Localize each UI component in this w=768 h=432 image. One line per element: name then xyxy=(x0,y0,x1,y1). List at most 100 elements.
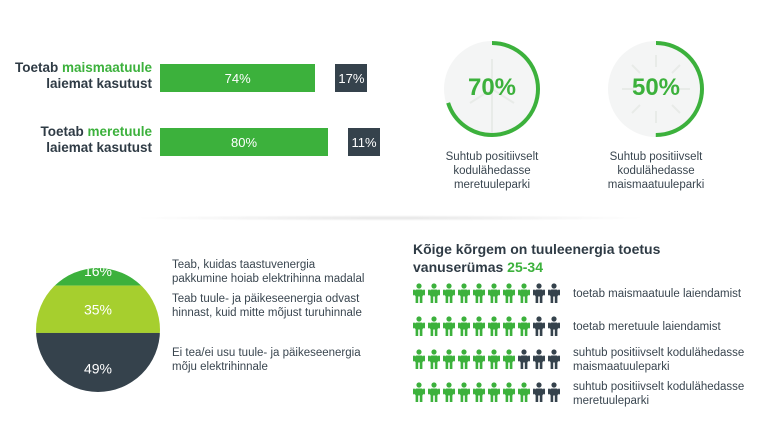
people-row-3 xyxy=(413,349,560,369)
person-icon xyxy=(533,283,545,303)
pie-slice-label-3: 49% xyxy=(84,360,112,376)
people-label-3: suhtub positiivselt kodulähedasse maisma… xyxy=(573,346,744,374)
person-icon xyxy=(488,316,500,336)
people-label-2-line1: toetab meretuule laiendamist xyxy=(573,321,721,333)
bar-label-offshore-line2: laiemat kasutust xyxy=(46,140,152,155)
knowledge-pie: 16% 35% 49% xyxy=(36,263,160,392)
person-icon xyxy=(548,316,560,336)
pie-caption-1-line2: pakkumine hoiab elektrihinna madalal xyxy=(172,273,365,285)
bar-against-offshore-value: 11% xyxy=(351,134,377,150)
bar-support-offshore-value: 80% xyxy=(230,134,258,150)
person-icon xyxy=(458,382,470,402)
ring-caption-onshore-line1: Suhtub positiivselt xyxy=(609,151,703,163)
bar-label-offshore-highlight: meretuule xyxy=(87,124,152,139)
person-icon xyxy=(518,316,530,336)
age-section-title-highlight: 25-34 xyxy=(507,259,543,275)
person-icon xyxy=(533,349,545,369)
ring-caption-onshore-line2: kodulähedasse xyxy=(617,165,695,177)
bar-against-onshore: 17% xyxy=(335,64,368,92)
people-label-1: toetab maismaatuule laiendamist xyxy=(573,287,741,301)
turbine-icon xyxy=(469,59,515,137)
people-label-2: toetab meretuule laiendamist xyxy=(573,320,721,334)
person-icon xyxy=(473,349,485,369)
pie-caption-2: Teab tuule- ja päikeseenergia odvast hin… xyxy=(172,292,372,320)
bar-support-onshore: 74% xyxy=(160,64,316,92)
person-icon xyxy=(428,283,440,303)
people-row-2 xyxy=(413,316,560,336)
person-icon xyxy=(443,283,455,303)
person-icon xyxy=(458,349,470,369)
person-icon xyxy=(473,283,485,303)
age-section-title: Kõige kõrgem on tuuleenergia toetus vanu… xyxy=(413,240,660,276)
person-icon xyxy=(413,283,425,303)
person-icon xyxy=(533,316,545,336)
person-icon xyxy=(488,283,500,303)
person-icon xyxy=(548,382,560,402)
ring-value-onshore: 50% xyxy=(631,74,681,101)
person-icon xyxy=(548,349,560,369)
person-icon xyxy=(503,349,515,369)
person-icon xyxy=(503,283,515,303)
bar-against-onshore-value: 17% xyxy=(338,70,365,86)
pie-caption-1-line1: Teab, kuidas taastuvenergia xyxy=(172,259,316,271)
bar-support-onshore-value: 74% xyxy=(224,70,251,86)
ring-caption-onshore: Suhtub positiivselt kodulähedasse maisma… xyxy=(574,150,738,192)
bar-label-onshore-pre: Toetab xyxy=(14,60,62,75)
ring-gauge-onshore xyxy=(608,41,704,137)
pie-caption-3: Ei tea/ei usu tuule- ja päikeseenergia m… xyxy=(172,346,372,374)
person-icon xyxy=(443,382,455,402)
ring-caption-offshore: Suhtub positiivselt kodulähedasse meretu… xyxy=(410,150,574,192)
sun-icon xyxy=(622,55,690,123)
person-icon xyxy=(503,382,515,402)
person-icon xyxy=(518,349,530,369)
age-section-title-line1: Kõige kõrgem on tuuleenergia toetus xyxy=(413,241,661,257)
people-label-4-line1: suhtub positiivselt kodulähedasse xyxy=(573,381,745,393)
people-label-1-line1: toetab maismaatuule laiendamist xyxy=(573,288,742,300)
pie-slice-2 xyxy=(36,285,160,333)
people-label-4-line2: meretuuleparki xyxy=(573,395,650,407)
people-row-1 xyxy=(413,283,560,303)
person-icon xyxy=(488,349,500,369)
section-divider xyxy=(130,215,650,221)
person-icon xyxy=(533,382,545,402)
age-section-title-line2: vanuserümas 25-34 xyxy=(413,258,660,276)
pie-caption-2-line2: hinnast, kuid mitte mõjust turuhinnale xyxy=(172,307,362,319)
person-icon xyxy=(503,316,515,336)
person-icon xyxy=(518,382,530,402)
person-icon xyxy=(548,283,560,303)
people-label-3-line1: suhtub positiivselt kodulähedasse xyxy=(573,347,745,359)
person-icon xyxy=(488,382,500,402)
pie-caption-3-line1: Ei tea/ei usu tuule- ja päikeseenergia xyxy=(172,347,361,359)
pie-caption-2-line1: Teab tuule- ja päikeseenergia odvast xyxy=(172,293,360,305)
ring-gauge-offshore xyxy=(444,41,540,137)
ring-caption-onshore-line3: maismaatuuleparki xyxy=(607,179,705,191)
pie-caption-1: Teab, kuidas taastuvenergia pakkumine ho… xyxy=(172,258,372,286)
person-icon xyxy=(428,382,440,402)
people-label-3-line2: maismaatuuleparki xyxy=(573,361,670,373)
bar-label-offshore-pre: Toetab xyxy=(40,124,88,139)
person-icon xyxy=(428,349,440,369)
ring-caption-offshore-line3: meretuuleparki xyxy=(453,179,531,191)
bar-against-offshore: 11% xyxy=(348,128,380,156)
person-icon xyxy=(443,349,455,369)
pie-slice-label-1: 16% xyxy=(84,263,112,279)
people-row-4 xyxy=(413,382,560,402)
ring-value-offshore: 70% xyxy=(467,74,517,101)
ring-caption-offshore-line2: kodulähedasse xyxy=(453,165,531,177)
person-icon xyxy=(458,283,470,303)
person-icon xyxy=(518,283,530,303)
person-icon xyxy=(443,316,455,336)
bar-support-offshore: 80% xyxy=(160,128,328,156)
bar-label-onshore: Toetab maismaatuule laiemat kasutust xyxy=(0,60,152,92)
person-icon xyxy=(413,316,425,336)
bar-label-offshore: Toetab meretuule laiemat kasutust xyxy=(0,124,152,156)
person-icon xyxy=(473,382,485,402)
person-icon xyxy=(413,382,425,402)
ring-arc-offshore xyxy=(444,41,540,137)
bar-label-onshore-line2: laiemat kasutust xyxy=(46,76,152,91)
pie-caption-3-line2: mõju elektrihinnale xyxy=(172,361,268,373)
ring-arc-onshore xyxy=(608,41,704,137)
ring-caption-offshore-line1: Suhtub positiivselt xyxy=(445,151,539,163)
pie-slice-label-2: 35% xyxy=(84,301,112,317)
person-icon xyxy=(428,316,440,336)
